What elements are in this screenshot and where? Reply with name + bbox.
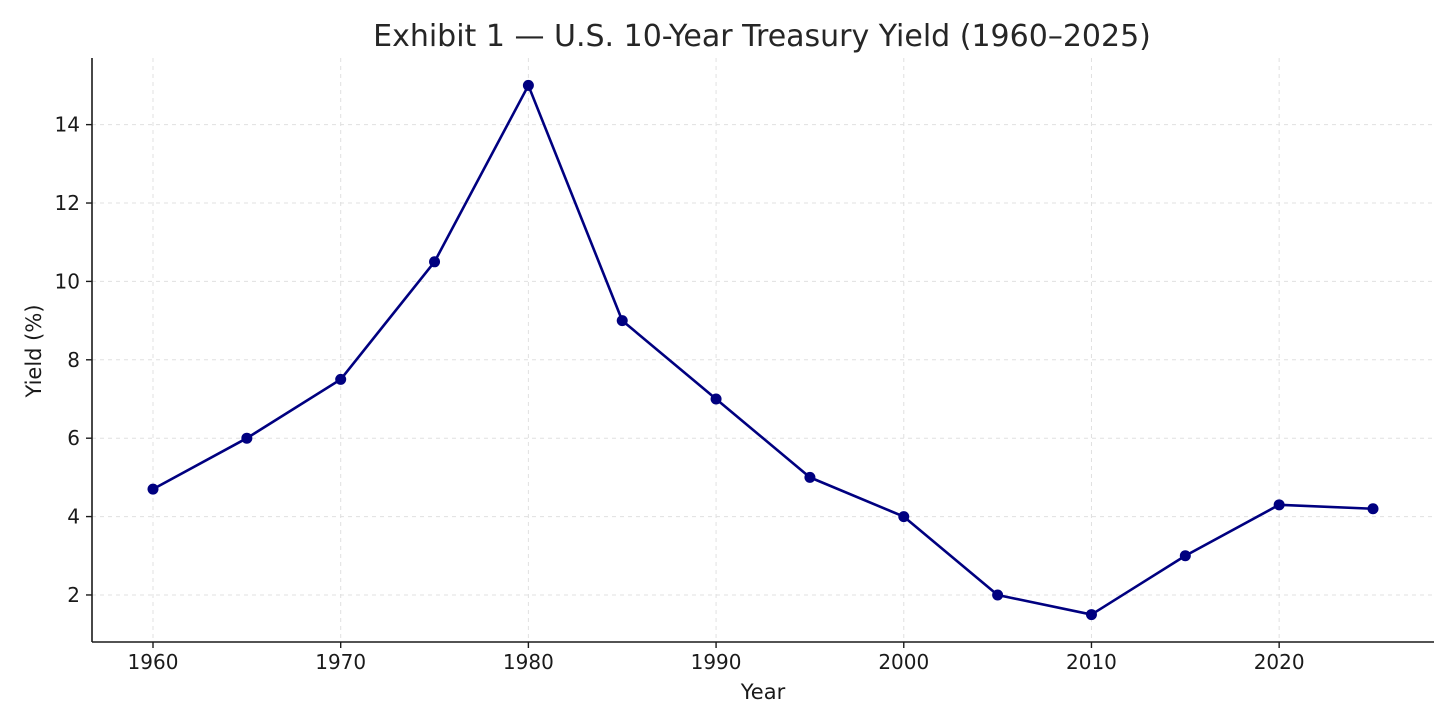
data-point [335, 373, 347, 385]
y-tick-label: 14 [55, 113, 80, 137]
y-tick-label: 8 [67, 348, 80, 372]
y-tick-label: 12 [55, 191, 80, 215]
y-tick-label: 10 [55, 269, 80, 293]
data-point [1367, 503, 1379, 515]
data-point [241, 432, 253, 444]
y-tick-label: 6 [67, 426, 80, 450]
x-tick-label: 1960 [128, 650, 179, 674]
data-point [429, 256, 441, 268]
data-point [1179, 550, 1191, 562]
data-point [710, 393, 722, 405]
series-line [152, 84, 1374, 616]
y-tick-label: 4 [67, 505, 80, 529]
x-tick-label: 1990 [691, 650, 742, 674]
chart-title: Exhibit 1 — U.S. 10-Year Treasury Yield … [373, 19, 1151, 54]
data-point [1273, 499, 1285, 511]
x-tick-label: 1970 [315, 650, 366, 674]
y-tick-label: 2 [67, 583, 80, 607]
x-tick-label: 1980 [503, 650, 554, 674]
data-point [898, 511, 910, 523]
x-axis-label: Year [740, 680, 786, 704]
axes [91, 58, 1434, 643]
data-point [1085, 609, 1097, 621]
x-tick-label: 2000 [878, 650, 929, 674]
data-point [804, 471, 816, 483]
x-tick-label: 2020 [1254, 650, 1305, 674]
data-points [147, 79, 1379, 621]
tick-labels: 1960 1970 1980 1990 2000 2010 2020 2 4 6 8 10 12 14 [55, 113, 1305, 674]
x-tick-label: 2010 [1066, 650, 1117, 674]
y-axis-label: Yield (%) [22, 304, 46, 398]
grid-lines [92, 58, 1434, 642]
data-point [616, 315, 628, 327]
data-point [992, 589, 1004, 601]
data-point [147, 483, 159, 495]
data-point [522, 79, 534, 91]
series-line-group [152, 84, 1374, 616]
